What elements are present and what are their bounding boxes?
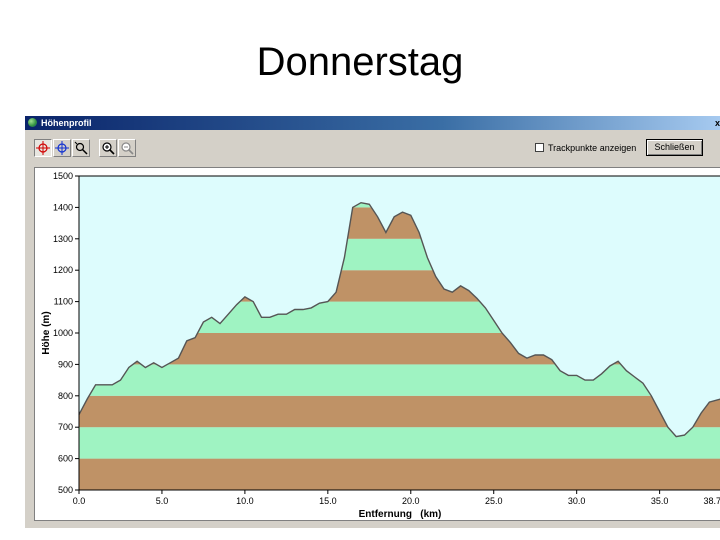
y-tick-label: 800 — [58, 391, 73, 401]
window-close-glyph[interactable]: x — [714, 118, 720, 128]
elevation-chart-panel: 500 600 700 800 900 1000 1100 1200 1300 1400 1500 0… — [34, 167, 720, 521]
y-axis-label: Höhe (m) — [41, 311, 52, 354]
zoom-in-button[interactable] — [99, 139, 117, 157]
x-tick-label: 25.0 — [485, 496, 503, 506]
x-tick-label: 20.0 — [402, 496, 420, 506]
x-tick-label: 5.0 — [156, 496, 169, 506]
elevation-chart: 500 600 700 800 900 1000 1100 1200 1300 1400 1500 0… — [41, 171, 720, 520]
crosshair-red-icon — [36, 141, 50, 155]
y-tick-label: 600 — [58, 454, 73, 464]
x-axis-label: Entfernung (km) — [359, 509, 442, 520]
x-tick-label: 35.0 — [651, 496, 669, 506]
elevation-profile-window: Höhenprofil x — [25, 116, 720, 528]
y-tick-label: 900 — [58, 359, 73, 369]
elevation-band — [79, 427, 720, 459]
crosshair-blue-icon — [55, 141, 69, 155]
y-tick-label: 1100 — [54, 297, 73, 307]
zoom-out-icon — [121, 142, 134, 155]
elevation-profile-line — [78, 201, 720, 438]
window-title: Höhenprofil — [41, 118, 92, 128]
x-tick-label: 10.0 — [236, 496, 254, 506]
trackpoints-label: Trackpunkte anzeigen — [548, 143, 637, 153]
close-button[interactable]: Schließen — [646, 139, 703, 156]
zoom-tool-icon — [74, 141, 88, 155]
zoom-in-icon — [102, 142, 115, 155]
globe-icon — [28, 118, 37, 127]
zoom-rectangle-button[interactable] — [72, 139, 90, 157]
profile-cursor-blue-button[interactable] — [53, 139, 71, 157]
window-titlebar[interactable]: Höhenprofil x — [25, 116, 720, 130]
elevation-band — [79, 458, 720, 490]
x-tick-label: 0.0 — [73, 496, 86, 506]
y-tick-label: 1300 — [53, 234, 73, 244]
elevation-band — [79, 364, 720, 396]
zoom-out-button[interactable] — [118, 139, 136, 157]
y-tick-label: 1400 — [53, 202, 73, 212]
elevation-band — [79, 395, 720, 428]
x-tick-label: 38.7 — [703, 496, 720, 506]
x-tick-label: 30.0 — [568, 496, 586, 506]
toolbar — [25, 130, 720, 162]
y-tick-label: 1500 — [53, 171, 73, 181]
y-tick-label: 700 — [58, 422, 73, 432]
x-tick-label: 15.0 — [319, 496, 337, 506]
y-tick-label: 500 — [58, 485, 73, 495]
trackpoints-checkbox[interactable] — [535, 143, 544, 152]
y-tick-label: 1200 — [53, 265, 73, 275]
y-tick-label: 1000 — [53, 328, 73, 338]
slide-title: Donnerstag — [256, 40, 464, 84]
profile-cursor-red-button[interactable] — [34, 139, 52, 157]
